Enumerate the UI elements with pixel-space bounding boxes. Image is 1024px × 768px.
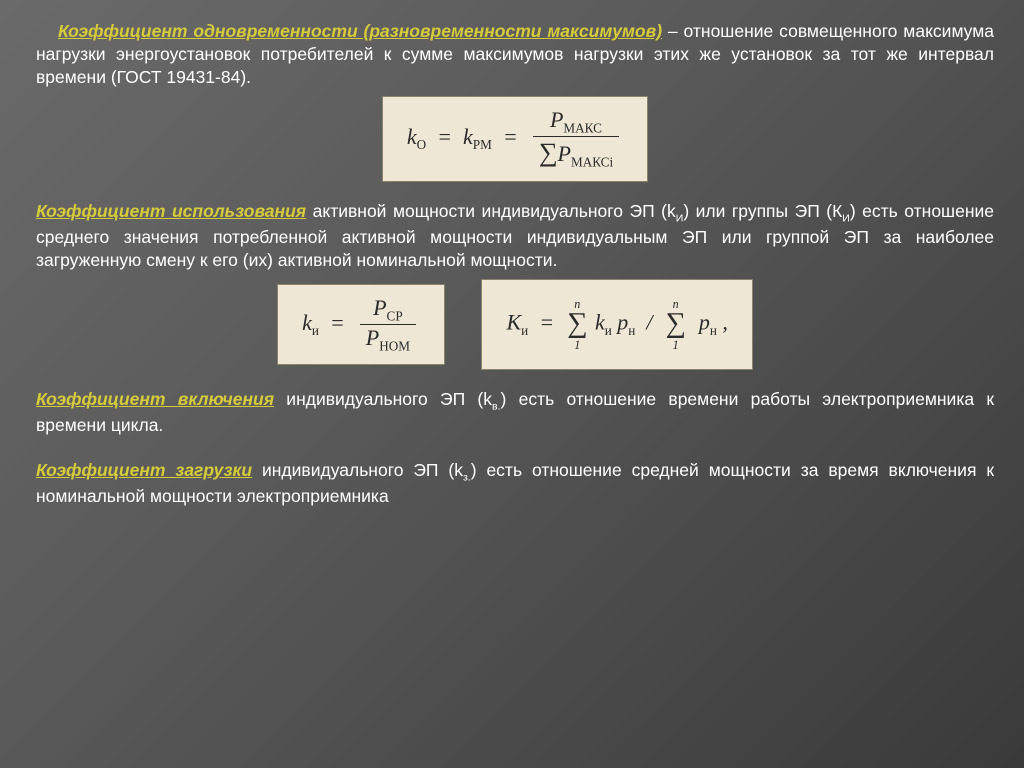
term-utilization: Коэффициент использования xyxy=(36,201,306,221)
para-utilization: Коэффициент использования активной мощно… xyxy=(36,200,994,272)
text-util-1: активной мощности индивидуального ЭП (k xyxy=(306,201,676,221)
term-loading: Коэффициент загрузки xyxy=(36,460,252,480)
f3-sum2: n ∑ 1 xyxy=(665,298,685,351)
f1-k-sub: О xyxy=(417,137,427,152)
f3-sum1: n ∑ 1 xyxy=(567,298,587,351)
text-load-sub: з. xyxy=(463,472,471,484)
f2-frac: PСР PНОМ xyxy=(360,295,416,354)
f3-K-sub: и xyxy=(521,323,528,338)
formula-utilization-wrap: kи = PСР PНОМ Kи = n ∑ 1 kи pн / n ∑ 1 p… xyxy=(36,279,994,370)
f2-k: k xyxy=(302,310,312,335)
f3-t2: p xyxy=(699,310,710,335)
text-incl-1: индивидуального ЭП (k xyxy=(274,389,492,409)
f1-k: k xyxy=(407,124,417,149)
para-simultaneity: Коэффициент одновременности (разновремен… xyxy=(36,20,994,88)
f2-num: PСР xyxy=(360,295,416,325)
f1-krm: k xyxy=(463,124,473,149)
text-util-sub2: И xyxy=(842,212,850,224)
f3-t2-sub: н xyxy=(710,323,717,338)
f1-krm-sub: РМ xyxy=(473,137,492,152)
f3-t1b-sub: н xyxy=(628,323,635,338)
formula-simultaneity: kО = kРМ = PМАКС ∑PМАКСi xyxy=(382,96,648,181)
f1-den: ∑PМАКСi xyxy=(533,137,619,170)
text-incl-sub: в. xyxy=(492,401,501,413)
para-loading: Коэффициент загрузки индивидуального ЭП … xyxy=(36,459,994,508)
f1-frac: PМАКС ∑PМАКСi xyxy=(533,107,619,170)
f2-den: PНОМ xyxy=(360,325,416,354)
f3-K: K xyxy=(506,310,521,335)
f3-t1b: p xyxy=(617,310,628,335)
term-simultaneity: Коэффициент одновременности (разновремен… xyxy=(58,21,662,41)
f2-k-sub: и xyxy=(312,323,319,338)
formula-utilization-1: kи = PСР PНОМ xyxy=(277,284,445,365)
text-load-1: индивидуального ЭП (k xyxy=(252,460,463,480)
formula-simultaneity-wrap: kО = kРМ = PМАКС ∑PМАКСi xyxy=(36,96,994,181)
formula-utilization-2: Kи = n ∑ 1 kи pн / n ∑ 1 pн , xyxy=(481,279,752,370)
f3-t1a-sub: и xyxy=(605,323,612,338)
term-inclusion: Коэффициент включения xyxy=(36,389,274,409)
f3-t1a: k xyxy=(595,310,605,335)
f1-num: PМАКС xyxy=(533,107,619,137)
text-util-2: ) или группы ЭП (К xyxy=(683,201,842,221)
para-inclusion: Коэффициент включения индивидуального ЭП… xyxy=(36,388,994,437)
